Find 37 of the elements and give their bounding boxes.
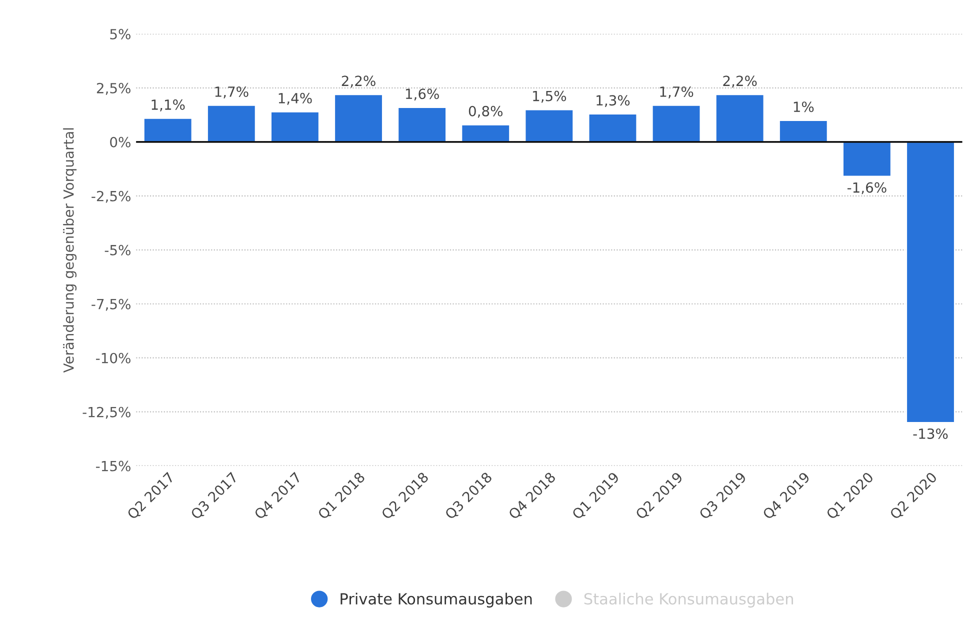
bar: [334, 94, 384, 143]
bar: [524, 108, 574, 143]
bar: [143, 117, 193, 143]
y-tick-label: 5%: [110, 28, 130, 40]
bar: [206, 104, 256, 143]
data-label: 1,6%: [406, 88, 439, 101]
data-label: 2,2%: [342, 76, 376, 88]
y-tick-label: -15%: [96, 460, 130, 472]
y-tick-label: -12,5%: [82, 406, 130, 419]
data-label: -13%: [913, 428, 948, 439]
data-label: 2,2%: [723, 76, 757, 88]
bar: [714, 94, 765, 143]
data-label: 1,4%: [278, 92, 312, 105]
bar: [460, 124, 510, 143]
bar: [397, 106, 447, 143]
data-label: 1,3%: [596, 95, 630, 108]
y-axis-title: Veränderung gegenüber Vorquartal: [63, 128, 77, 373]
data-label: 0,8%: [468, 106, 503, 118]
bar: [270, 110, 320, 143]
bar: [842, 141, 892, 178]
data-label: 1%: [794, 102, 814, 112]
legend-label: Private Konsumausgaben: [340, 592, 532, 608]
bar: [906, 141, 956, 424]
y-tick-label: 2,5%: [96, 82, 130, 95]
y-tick-label: -10%: [96, 352, 130, 364]
bar: [651, 104, 702, 143]
y-tick-label: -7,5%: [92, 298, 130, 311]
y-tick-label: -5%: [104, 244, 130, 256]
data-label: -1,6%: [847, 182, 886, 194]
data-label: 1,7%: [215, 86, 248, 98]
data-label: 1,1%: [152, 99, 185, 112]
data-label: 1,5%: [533, 90, 566, 103]
data-label: 1,7%: [660, 86, 694, 98]
bar: [778, 120, 828, 143]
y-tick-label: -2,5%: [92, 190, 130, 203]
y-tick-label: 0%: [110, 136, 130, 148]
bar: [588, 113, 638, 143]
